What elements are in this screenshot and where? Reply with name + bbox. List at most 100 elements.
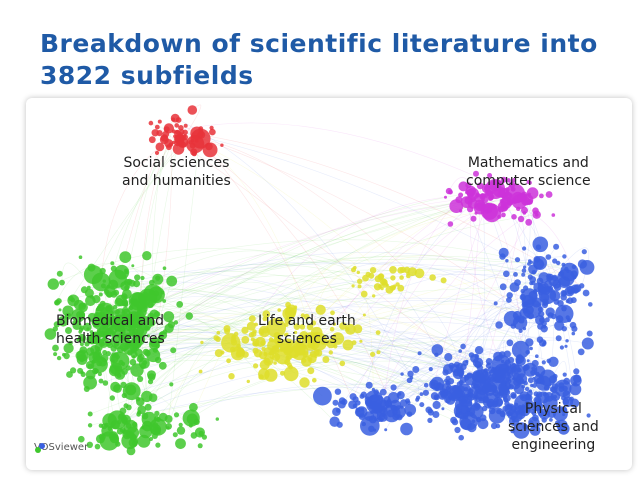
map-node-physical <box>539 408 550 420</box>
map-node-biomed <box>97 372 102 377</box>
map-link <box>125 268 156 351</box>
map-node-physical <box>538 272 550 283</box>
map-node-physical <box>441 407 445 411</box>
map-link <box>125 256 565 421</box>
map-node-physical <box>332 407 341 417</box>
map-node-life <box>372 294 376 298</box>
map-node-physical <box>514 257 521 263</box>
map-node-life <box>399 275 404 280</box>
map-link <box>150 252 354 306</box>
map-node-math <box>532 210 541 219</box>
map-node-social <box>157 119 162 124</box>
map-node-biomed <box>87 423 93 428</box>
map-node-biomed <box>109 395 116 401</box>
map-node-physical <box>425 406 433 414</box>
map-node-physical <box>422 389 429 396</box>
map-link <box>135 332 269 362</box>
map-node-physical <box>503 270 510 278</box>
map-node-physical <box>581 337 594 350</box>
map-node-life <box>214 349 223 358</box>
map-node-biomed <box>79 342 84 347</box>
map-node-math <box>512 178 517 183</box>
map-node-biomed <box>110 381 121 392</box>
map-node-math <box>485 179 506 199</box>
map-node-physical <box>443 364 454 375</box>
map-node-physical <box>570 374 582 387</box>
cluster-label-line: and humanities <box>122 173 231 189</box>
map-node-social <box>154 124 160 130</box>
map-node-biomed <box>137 405 146 415</box>
map-node-life <box>397 284 405 292</box>
map-node-biomed <box>110 351 130 371</box>
map-node-physical <box>511 340 530 359</box>
map-node-math <box>517 215 525 223</box>
map-node-physical <box>535 315 545 325</box>
map-node-life <box>351 284 355 288</box>
map-node-biomed <box>63 343 74 354</box>
map-link <box>56 263 158 304</box>
map-node-biomed <box>194 427 205 438</box>
map-node-life <box>351 267 356 273</box>
map-node-physical <box>454 426 461 434</box>
vosviewer-logo-icon <box>35 443 45 453</box>
map-node-physical <box>522 246 527 251</box>
map-node-biomed <box>91 356 108 373</box>
map-node-physical <box>510 392 517 399</box>
map-node-biomed <box>78 255 83 259</box>
map-node-physical <box>526 359 530 363</box>
map-node-math <box>447 221 454 227</box>
map-node-life <box>429 274 436 281</box>
map-node-life <box>246 321 256 331</box>
map-link <box>383 210 536 393</box>
map-node-social <box>220 143 224 147</box>
map-node-biomed <box>62 305 74 317</box>
map-node-physical <box>313 386 332 406</box>
map-node-biomed <box>63 352 70 360</box>
map-node-physical <box>552 258 558 264</box>
map-node-life <box>362 313 366 317</box>
map-node-physical <box>540 325 548 333</box>
map-node-math <box>458 181 469 192</box>
map-node-social <box>183 123 188 128</box>
map-node-physical <box>544 317 550 323</box>
map-node-physical <box>548 275 559 287</box>
map-link <box>354 262 541 327</box>
map-link <box>302 294 365 316</box>
map-node-life <box>283 366 299 382</box>
map-node-biomed <box>111 314 129 332</box>
map-node-life <box>440 277 447 284</box>
map-node-physical <box>419 392 424 396</box>
map-node-life <box>221 333 241 353</box>
map-node-biomed <box>59 279 65 286</box>
map-link <box>156 205 457 419</box>
map-node-physical <box>493 363 513 384</box>
map-node-biomed <box>130 363 144 377</box>
map-node-life <box>339 322 347 330</box>
map-node-biomed <box>53 352 58 357</box>
map-node-physical <box>509 282 520 293</box>
map-node-physical <box>337 400 346 409</box>
map-node-physical <box>555 335 562 342</box>
map-node-biomed <box>98 338 109 348</box>
map-node-biomed <box>86 441 93 448</box>
map-node-life <box>303 313 310 320</box>
map-node-physical <box>511 410 523 423</box>
map-node-biomed <box>102 380 109 386</box>
map-node-biomed <box>169 382 174 387</box>
map-node-physical <box>472 357 484 368</box>
map-node-biomed <box>131 264 135 268</box>
map-node-life <box>255 336 266 347</box>
map-node-physical <box>564 344 568 348</box>
map-node-math <box>444 195 447 199</box>
map-node-physical <box>459 411 479 431</box>
map-node-life <box>389 266 397 274</box>
map-node-physical <box>562 372 567 377</box>
map-node-biomed <box>129 358 137 366</box>
map-node-life <box>264 368 278 382</box>
map-node-physical <box>454 396 473 414</box>
map-node-physical <box>400 422 413 436</box>
map-link <box>375 339 588 420</box>
map-node-physical <box>545 254 552 260</box>
map-link <box>305 211 488 355</box>
map-node-biomed <box>98 292 103 297</box>
